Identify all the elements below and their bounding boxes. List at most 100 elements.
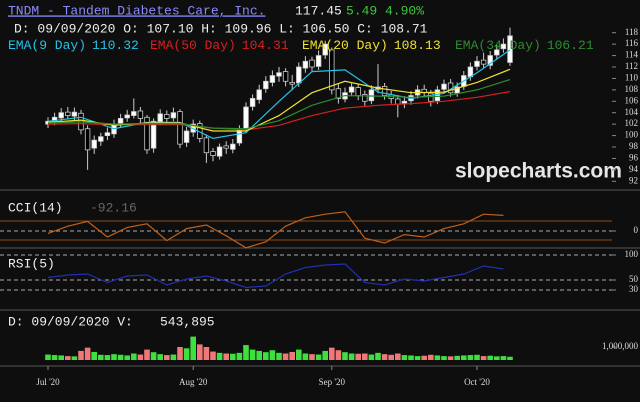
candle-body bbox=[494, 49, 500, 56]
volume-bar bbox=[170, 354, 177, 360]
volume-bar bbox=[223, 353, 229, 360]
legend-entry: EMA(34 Day) 106.21 bbox=[455, 38, 594, 53]
candle-body bbox=[216, 146, 223, 157]
volume-bar bbox=[243, 345, 249, 360]
volume-bar bbox=[395, 353, 401, 360]
chart-title[interactable]: TNDM - Tandem Diabetes Care, Inc. bbox=[8, 3, 265, 18]
volume-bar bbox=[434, 355, 441, 360]
last-price: 117.45 bbox=[295, 3, 342, 18]
candle-body bbox=[117, 118, 124, 124]
legend-name: EMA(20 Day) bbox=[302, 38, 388, 53]
candle-body bbox=[104, 132, 111, 136]
y-tick-label: 1,000,000 bbox=[602, 341, 639, 351]
candle-body bbox=[296, 66, 302, 84]
ema-line bbox=[47, 49, 511, 140]
indicator-line bbox=[47, 211, 504, 249]
candle-body bbox=[381, 86, 388, 96]
candle-body bbox=[164, 114, 170, 119]
volume-bar bbox=[302, 353, 309, 360]
volume-bar bbox=[45, 354, 51, 360]
y-tick-label: 110 bbox=[625, 72, 639, 82]
watermark: slopecharts.com bbox=[455, 160, 622, 183]
candle-body bbox=[150, 120, 157, 149]
x-tick-label: Sep '20 bbox=[319, 377, 346, 387]
volume-bar bbox=[408, 355, 414, 360]
candle-body bbox=[348, 86, 355, 93]
rsi-title: RSI(5) bbox=[8, 256, 55, 271]
volume-bar bbox=[487, 355, 493, 360]
candle-body bbox=[362, 94, 368, 102]
y-tick-label: 112 bbox=[625, 61, 638, 71]
volume-bar bbox=[131, 353, 137, 360]
volume-bar bbox=[342, 352, 348, 360]
candle-body bbox=[500, 43, 507, 50]
candle-body bbox=[144, 116, 150, 151]
volume-bar bbox=[467, 355, 474, 360]
volume-bar bbox=[236, 352, 243, 360]
y-tick-label: 94 bbox=[629, 164, 639, 174]
indicator-line bbox=[47, 263, 504, 289]
volume-bar bbox=[461, 355, 467, 360]
price-change: 5.49 4.90% bbox=[346, 3, 424, 18]
cci-value: -92.16 bbox=[90, 200, 137, 215]
y-tick-label: 0 bbox=[634, 225, 639, 235]
volume-bar bbox=[322, 350, 328, 360]
legend-entry: EMA(9 Day) 110.32 bbox=[8, 38, 139, 53]
candle-body bbox=[177, 111, 183, 145]
volume-title: D: 09/09/2020 V: bbox=[8, 314, 133, 329]
volume-bar bbox=[51, 355, 58, 360]
volume-bar bbox=[441, 356, 447, 360]
y-tick-label: 114 bbox=[625, 50, 639, 60]
volume-bar bbox=[421, 355, 427, 360]
y-tick-label: 100 bbox=[625, 130, 639, 140]
candle-body bbox=[309, 59, 315, 68]
volume-bar bbox=[71, 356, 78, 360]
y-tick-label: 30 bbox=[629, 284, 639, 294]
candle-body bbox=[170, 112, 177, 119]
legend-name: EMA(50 Day) bbox=[150, 38, 236, 53]
candle-body bbox=[84, 128, 91, 151]
candle-body bbox=[368, 89, 375, 102]
volume-bar bbox=[249, 349, 256, 360]
cci-title: CCI(14) bbox=[8, 200, 63, 215]
x-tick-label: Oct '20 bbox=[464, 377, 490, 387]
volume-bar bbox=[91, 351, 97, 360]
legend-name: EMA(9 Day) bbox=[8, 38, 86, 53]
candle-body bbox=[131, 111, 137, 116]
candle-body bbox=[203, 137, 210, 154]
legend-entry: EMA(50 Day) 104.31 bbox=[150, 38, 289, 53]
candle-body bbox=[249, 98, 256, 107]
candle-body bbox=[263, 80, 269, 90]
volume-bar bbox=[388, 354, 394, 360]
y-tick-label: 98 bbox=[629, 141, 639, 151]
candle-body bbox=[335, 88, 342, 99]
volume-bar bbox=[144, 349, 150, 360]
volume-bar bbox=[58, 355, 64, 360]
y-tick-label: 92 bbox=[629, 175, 638, 185]
volume-bar bbox=[507, 356, 513, 360]
volume-bar bbox=[335, 350, 342, 360]
candle-body bbox=[474, 60, 480, 67]
volume-bar bbox=[447, 356, 454, 360]
volume-bar bbox=[500, 356, 507, 360]
candle-body bbox=[91, 139, 97, 149]
volume-bar bbox=[428, 354, 434, 360]
legend-value: 106.21 bbox=[547, 38, 594, 53]
volume-bar bbox=[375, 352, 381, 360]
candle-body bbox=[302, 60, 309, 69]
y-tick-label: 118 bbox=[625, 27, 639, 37]
legend-value: 110.32 bbox=[92, 38, 139, 53]
candle-body bbox=[269, 75, 276, 83]
volume-bar bbox=[98, 354, 104, 360]
x-tick-label: Aug '20 bbox=[179, 377, 208, 387]
candle-body bbox=[124, 114, 130, 119]
volume-bar bbox=[309, 354, 315, 360]
legend-entry: EMA(20 Day) 108.13 bbox=[302, 38, 441, 53]
candle-body bbox=[58, 112, 64, 119]
candle-body bbox=[428, 92, 434, 102]
volume-bar bbox=[289, 351, 295, 360]
candle-body bbox=[223, 145, 229, 149]
candle-body bbox=[401, 100, 408, 104]
volume-bar bbox=[150, 352, 157, 360]
candle-body bbox=[210, 151, 216, 156]
